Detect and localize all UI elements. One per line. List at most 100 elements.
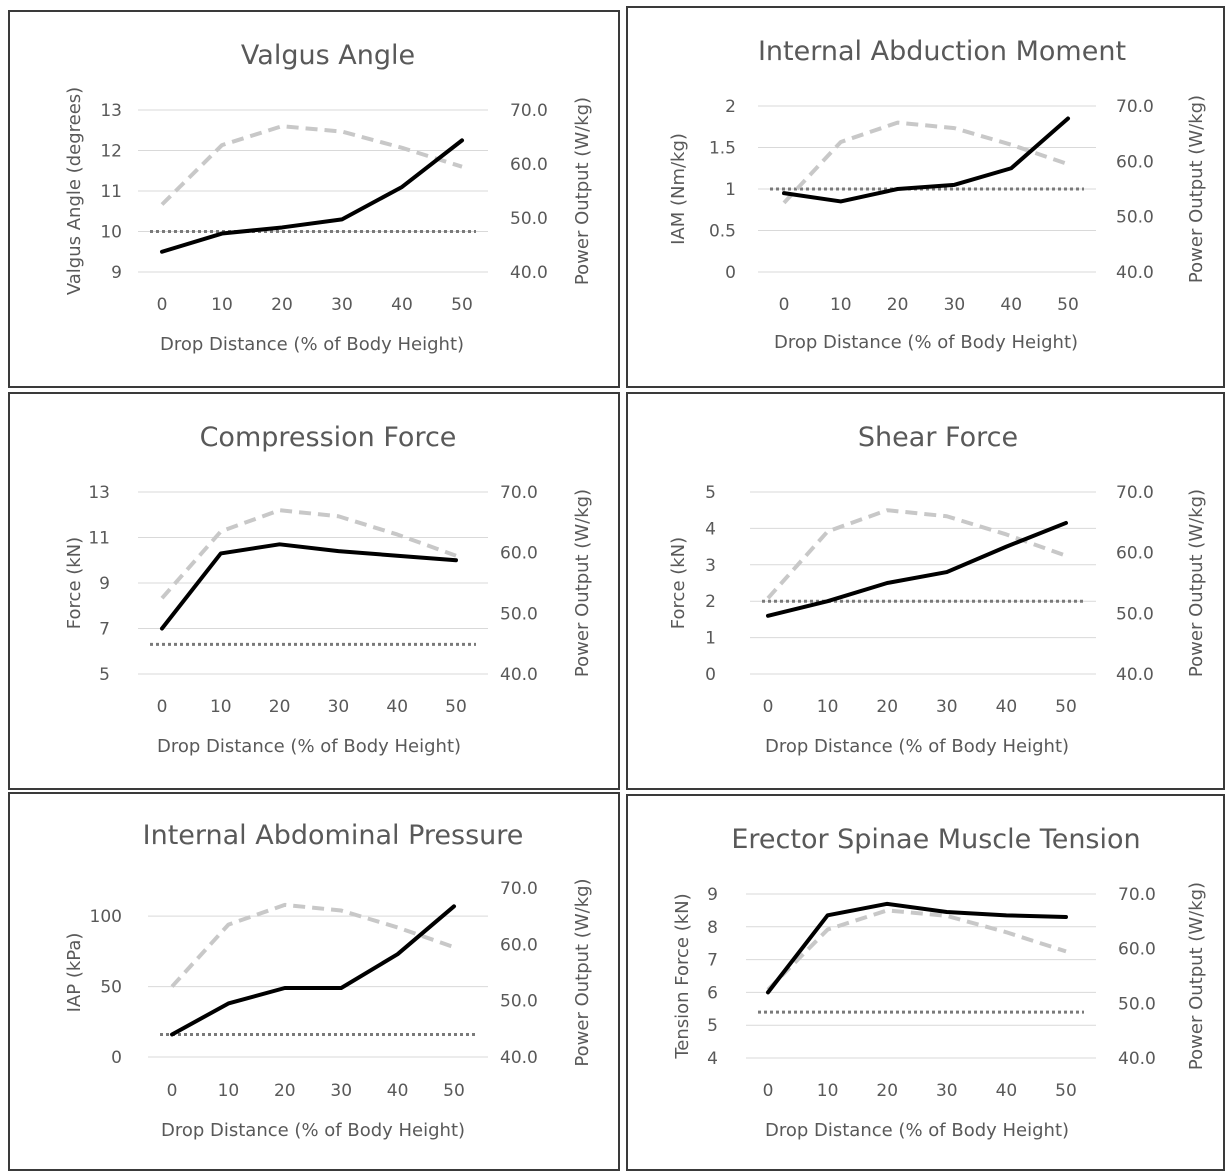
x-axis-label: Drop Distance (% of Body Height) (161, 1120, 465, 1141)
x-tick-label: 20 (876, 697, 898, 717)
y2-tick-label: 70.0 (500, 879, 538, 899)
y2-tick-label: 50.0 (500, 992, 538, 1012)
y-tick-label: 0 (705, 665, 716, 685)
y-tick-label: 50 (100, 978, 122, 998)
y2-tick-label: 50.0 (1116, 208, 1154, 228)
x-tick-label: 20 (887, 295, 909, 315)
power-output-line (768, 910, 1066, 989)
y-tick-label: 9 (111, 263, 122, 283)
primary-series-line (172, 906, 454, 1034)
y2-tick-label: 70.0 (1116, 97, 1154, 117)
y-tick-label: 0 (725, 263, 736, 283)
x-tick-label: 10 (210, 697, 232, 717)
y-tick-label: 4 (705, 519, 716, 539)
y-tick-label: 1 (725, 180, 736, 200)
y-tick-label: 3 (705, 556, 716, 576)
x-tick-label: 50 (1055, 1081, 1077, 1101)
y2-tick-label: 70.0 (510, 101, 548, 121)
x-axis-label: Drop Distance (% of Body Height) (157, 736, 461, 757)
x-tick-label: 50 (1057, 295, 1079, 315)
primary-series-line (768, 904, 1066, 993)
power-output-line (172, 905, 454, 987)
power-output-line (162, 126, 462, 204)
y-axis-label: Tension Force (kN) (672, 893, 693, 1059)
y2-tick-label: 50.0 (1116, 604, 1154, 624)
y2-tick-label: 50.0 (510, 209, 548, 229)
y-tick-label: 13 (100, 101, 122, 121)
x-tick-label: 30 (944, 295, 966, 315)
chart-title: Internal Abdominal Pressure (143, 820, 524, 851)
power-output-line (784, 123, 1068, 203)
y2-axis-label: Power Output (W/kg) (1186, 882, 1207, 1070)
y2-tick-label: 40.0 (1118, 1049, 1156, 1069)
y2-tick-label: 50.0 (1118, 994, 1156, 1014)
y-tick-label: 12 (100, 142, 122, 162)
chart-title: Internal Abduction Moment (758, 36, 1126, 67)
y-tick-label: 11 (88, 529, 110, 549)
x-tick-label: 30 (331, 295, 353, 315)
x-tick-label: 50 (1055, 697, 1077, 717)
x-tick-label: 10 (817, 697, 839, 717)
y-axis-label: Force (kN) (668, 537, 689, 629)
x-tick-label: 50 (445, 697, 467, 717)
chart-svg: Erector Spinae Muscle Tension45678940.05… (628, 796, 1225, 1173)
y-tick-label: 2 (725, 97, 736, 117)
y-tick-label: 1.5 (709, 139, 736, 159)
y2-tick-label: 60.0 (500, 935, 538, 955)
y2-axis-label: Power Output (W/kg) (1186, 489, 1207, 677)
x-tick-label: 40 (1000, 295, 1022, 315)
y2-tick-label: 70.0 (1116, 483, 1154, 503)
chart-svg: Internal Abduction Moment00.511.5240.050… (628, 8, 1225, 390)
y-axis-label: IAP (kPa) (64, 933, 85, 1013)
x-tick-label: 0 (167, 1081, 178, 1101)
chart-title: Valgus Angle (241, 40, 415, 71)
x-tick-label: 0 (157, 295, 168, 315)
power-output-line (162, 510, 456, 598)
y-axis-label: Force (kN) (64, 537, 85, 629)
x-tick-label: 20 (274, 1081, 296, 1101)
x-axis-label: Drop Distance (% of Body Height) (765, 736, 1069, 757)
x-tick-label: 40 (387, 1081, 409, 1101)
power-output-line (768, 510, 1066, 598)
y2-axis-label: Power Output (W/kg) (572, 97, 593, 285)
x-tick-label: 50 (451, 295, 473, 315)
x-tick-label: 10 (817, 1081, 839, 1101)
chart-title: Compression Force (200, 422, 457, 453)
y2-tick-label: 60.0 (1116, 544, 1154, 564)
y2-tick-label: 40.0 (500, 1048, 538, 1068)
y-tick-label: 4 (707, 1049, 718, 1069)
x-tick-label: 30 (328, 697, 350, 717)
x-tick-label: 40 (996, 1081, 1018, 1101)
x-tick-label: 10 (211, 295, 233, 315)
y2-tick-label: 40.0 (500, 665, 538, 685)
x-tick-label: 50 (443, 1081, 465, 1101)
y-tick-label: 2 (705, 592, 716, 612)
y2-axis-label: Power Output (W/kg) (572, 878, 593, 1066)
x-tick-label: 10 (218, 1081, 240, 1101)
x-axis-label: Drop Distance (% of Body Height) (160, 334, 464, 355)
chart-title: Shear Force (858, 422, 1018, 453)
x-tick-label: 30 (330, 1081, 352, 1101)
y2-tick-label: 70.0 (500, 483, 538, 503)
chart-svg: Compression Force579111340.050.060.070.0… (10, 394, 622, 792)
y-tick-label: 0 (111, 1048, 122, 1068)
y2-axis-label: Power Output (W/kg) (1186, 95, 1207, 283)
y-axis-label: Valgus Angle (degrees) (64, 87, 85, 295)
y-tick-label: 7 (707, 951, 718, 971)
y-tick-label: 5 (705, 483, 716, 503)
y-tick-label: 8 (707, 918, 718, 938)
y2-tick-label: 60.0 (510, 155, 548, 175)
y-tick-label: 100 (90, 907, 122, 927)
x-tick-label: 40 (386, 697, 408, 717)
y-tick-label: 0.5 (709, 222, 736, 242)
x-tick-label: 0 (779, 295, 790, 315)
y2-tick-label: 70.0 (1118, 885, 1156, 905)
x-tick-label: 20 (876, 1081, 898, 1101)
x-axis-label: Drop Distance (% of Body Height) (774, 332, 1078, 353)
